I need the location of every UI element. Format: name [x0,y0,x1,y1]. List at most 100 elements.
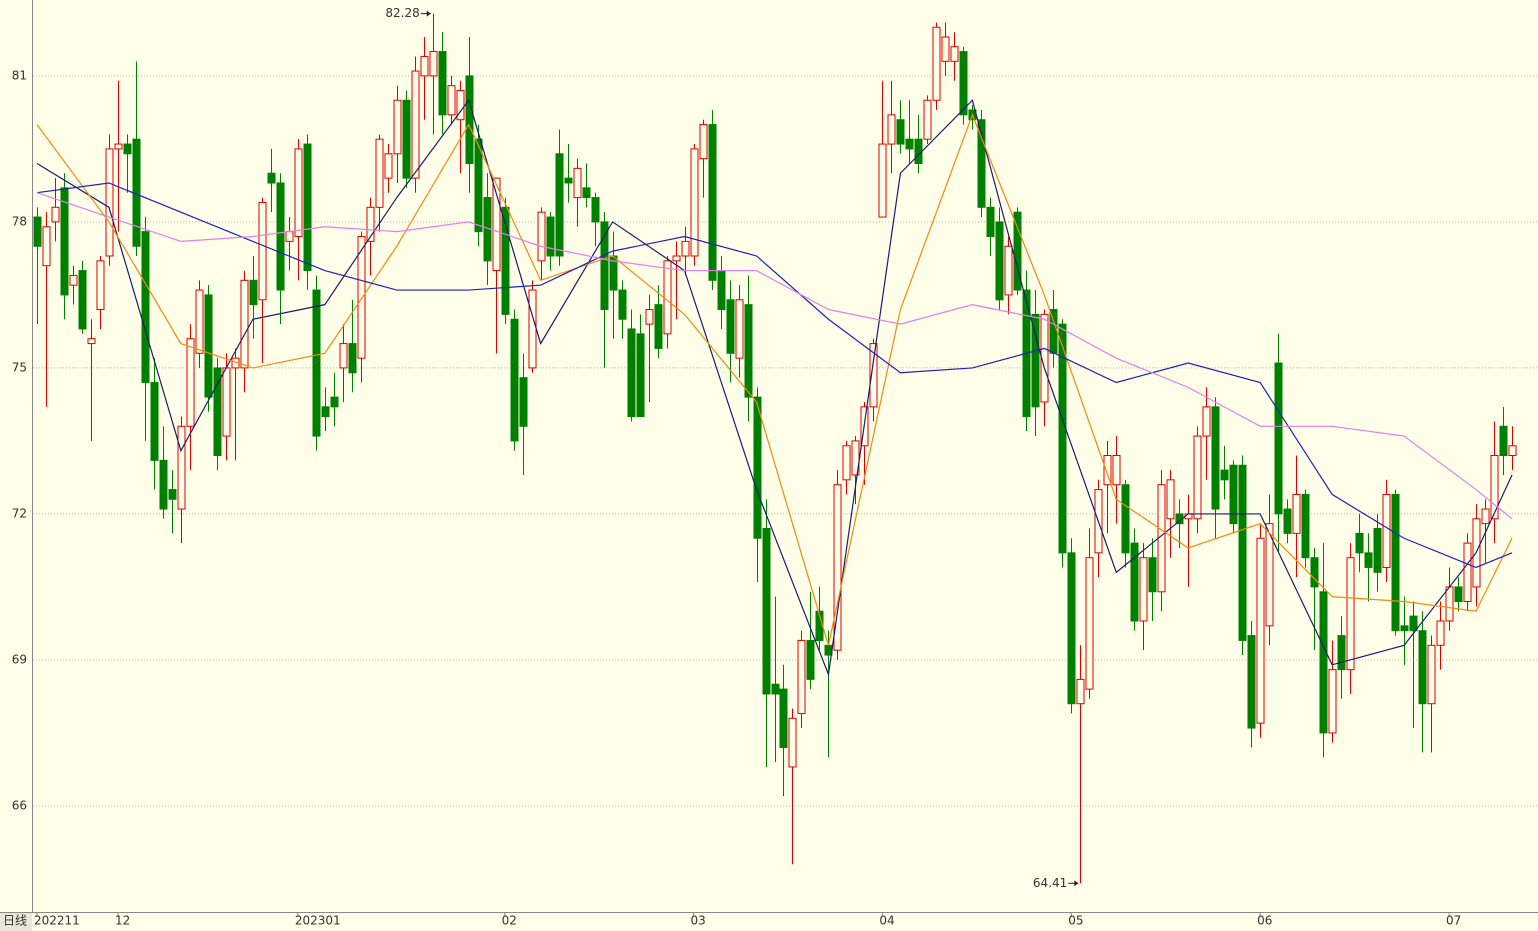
candle-down [717,270,726,311]
candle-down [636,333,645,418]
candle-up [357,236,366,359]
candle-up [1085,557,1094,690]
candle-up [1445,586,1454,622]
candle-up [537,211,546,262]
candle-down [267,172,276,184]
candle-down [1454,586,1463,603]
candle-down [141,231,150,384]
candle-down [753,396,762,539]
candle-up [1292,493,1301,534]
candle-up [384,153,393,179]
candle-down [627,328,636,418]
x-tick-label: 04 [879,914,894,928]
candle-down [1310,557,1319,588]
x-tick-label: 05 [1068,914,1083,928]
x-tick-label: 202301 [295,914,341,928]
candle-down [1130,542,1139,622]
y-tick-label: 81 [12,68,27,82]
y-tick-label: 69 [12,652,27,666]
y-tick-label: 78 [12,214,27,228]
candle-down [501,206,510,315]
candle-down [762,528,771,695]
candle-down [150,382,159,461]
candle-down [159,459,168,510]
candle-down [1418,630,1427,705]
candle-up [887,114,896,145]
candle-up [51,206,60,223]
candle-down [1319,591,1328,734]
candle-down [321,406,330,418]
candle-up [105,148,114,257]
candle-down [1364,552,1373,568]
candle-down [1400,625,1409,632]
candle-down [1247,635,1256,729]
candle-up [1265,523,1274,627]
x-tick-label: 02 [502,914,517,928]
candle-up [842,445,851,481]
candle-up [672,255,681,262]
candle-down [249,279,258,306]
candle-down [1283,508,1292,534]
moving-average [36,182,1513,569]
candle-up [1076,678,1085,705]
candle-up [114,143,123,150]
candle-down [213,367,222,457]
candle-down [312,289,321,437]
candle-up [1112,455,1121,486]
candle-down [546,216,555,257]
candle-down [1211,406,1220,510]
y-tick-label: 72 [12,506,27,520]
candle-down [1355,532,1364,554]
candle-up [1463,542,1472,603]
candle-up [923,99,932,140]
candle-up [1382,493,1391,568]
candle-up [1166,479,1175,520]
moving-average [36,113,1513,646]
candle-down [330,396,339,408]
candle-down [1499,425,1508,457]
candle-up [240,279,249,369]
candle-up [366,206,375,242]
candle-down [600,221,609,311]
candle-down [60,187,69,296]
candle-down [896,119,905,145]
candle-down [1337,635,1346,671]
candle-up [797,639,806,714]
candle-down [474,138,483,233]
candle-up [1346,557,1355,671]
moving-average [36,98,1513,677]
candle-up [1427,644,1436,705]
candle-down [1409,615,1418,632]
candle-up [735,299,744,359]
candle-up [258,201,267,301]
candle-up [1508,445,1517,457]
candle-up [1202,406,1211,437]
candle-up [869,343,878,408]
candle-down [977,119,986,208]
candle-up [1481,508,1490,525]
candle-up [492,177,501,272]
candle-down [744,304,753,398]
candle-down [905,138,914,150]
candle-down [168,489,177,500]
candle-down [276,182,285,291]
candle-down [1301,493,1310,559]
candle-down [654,304,663,349]
candle-down [1067,552,1076,705]
candle-down [708,124,717,281]
extreme-label: 64.41 [1033,876,1067,890]
candle-down [438,51,447,116]
y-tick-label: 75 [12,360,27,374]
candle-down [1274,362,1283,515]
candle-down [33,216,42,247]
candle-down [123,143,132,155]
candle-up [222,367,231,437]
arrow-head [1074,880,1079,887]
candle-up [1490,455,1499,520]
candle-down [555,153,564,257]
period-label: 日线 [3,914,27,928]
candle-up [1004,245,1013,296]
candle-up [393,99,402,155]
